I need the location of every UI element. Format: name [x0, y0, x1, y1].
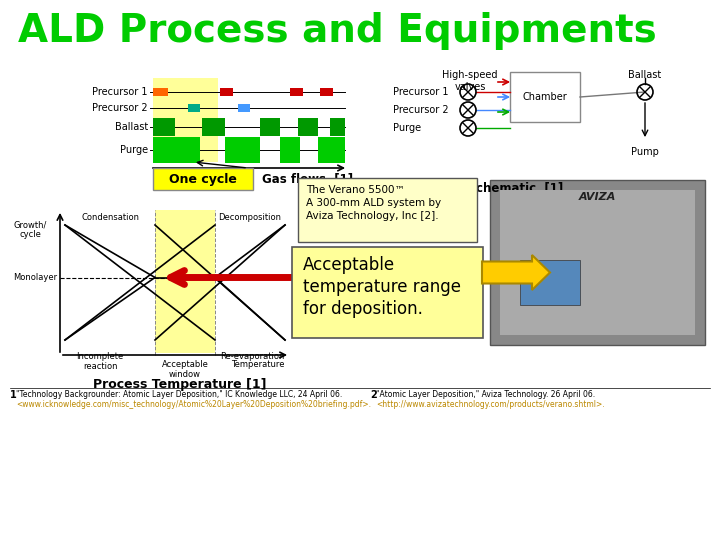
Text: System schematic  [1]: System schematic [1]	[416, 182, 564, 195]
Text: The Verano 5500™
A 300-mm ALD system by
Aviza Technology, Inc [2].: The Verano 5500™ A 300-mm ALD system by …	[306, 185, 441, 221]
FancyArrow shape	[482, 255, 550, 290]
Text: Gas flows  [1]: Gas flows [1]	[262, 172, 353, 186]
Text: Chamber: Chamber	[523, 92, 567, 102]
Text: Re-evaporation: Re-evaporation	[220, 352, 284, 361]
Bar	[153, 88, 168, 96]
Bar	[280, 137, 300, 163]
Text: Temperature: Temperature	[232, 360, 285, 369]
Text: "Technology Backgrounder: Atomic Layer Deposition," IC Knowledge LLC, 24 April 0: "Technology Backgrounder: Atomic Layer D…	[16, 390, 342, 399]
Bar	[155, 210, 215, 353]
Bar	[290, 88, 303, 96]
Text: One cycle: One cycle	[169, 172, 237, 186]
Text: Acceptable
window: Acceptable window	[161, 360, 208, 380]
Bar	[153, 137, 200, 163]
Text: Pump: Pump	[631, 147, 659, 157]
Bar	[188, 104, 200, 112]
Bar	[510, 72, 580, 122]
Text: Purge: Purge	[393, 123, 421, 133]
Text: Acceptable
temperature range
for deposition.: Acceptable temperature range for deposit…	[303, 256, 461, 319]
Text: AVIZA: AVIZA	[579, 192, 616, 202]
Text: 2: 2	[370, 390, 377, 400]
Text: Ballast: Ballast	[114, 122, 148, 132]
Text: <www.icknowledge.com/misc_technology/Atomic%20Layer%20Deposition%20briefing.pdf>: <www.icknowledge.com/misc_technology/Ato…	[16, 400, 371, 409]
Bar	[298, 118, 318, 136]
Bar	[260, 118, 280, 136]
Bar	[318, 137, 345, 163]
Bar	[330, 118, 345, 136]
Bar	[520, 260, 580, 305]
Text: Time: Time	[222, 170, 248, 180]
Bar	[490, 180, 705, 345]
Text: High-speed
valves: High-speed valves	[442, 70, 498, 92]
Text: Precursor 2: Precursor 2	[92, 103, 148, 113]
Text: Process Temperature [1]: Process Temperature [1]	[94, 378, 266, 391]
FancyBboxPatch shape	[292, 247, 483, 338]
Bar	[202, 118, 225, 136]
Bar	[500, 190, 695, 335]
Text: "Atomic Layer Deposition," Aviza Technology. 26 April 06.: "Atomic Layer Deposition," Aviza Technol…	[376, 390, 595, 399]
Bar	[320, 88, 333, 96]
Text: Precursor 1: Precursor 1	[393, 87, 449, 97]
Text: ALD Process and Equipments: ALD Process and Equipments	[18, 12, 657, 50]
Bar	[225, 137, 260, 163]
Text: Purge: Purge	[120, 145, 148, 155]
Text: Precursor 1: Precursor 1	[92, 87, 148, 97]
Bar	[153, 168, 253, 190]
Bar	[153, 78, 218, 162]
Bar	[153, 118, 175, 136]
Text: Decomposition: Decomposition	[218, 213, 282, 222]
Text: Condensation: Condensation	[81, 213, 139, 222]
Bar	[220, 88, 233, 96]
Text: Monolayer: Monolayer	[13, 273, 57, 282]
Text: Precursor 2: Precursor 2	[393, 105, 449, 115]
Text: Ballast: Ballast	[629, 70, 662, 80]
Bar	[238, 104, 250, 112]
FancyBboxPatch shape	[298, 178, 477, 242]
Text: 1: 1	[10, 390, 17, 400]
Text: Growth/
cycle: Growth/ cycle	[13, 220, 47, 239]
Text: Incomplete
reaction: Incomplete reaction	[76, 352, 124, 372]
Text: <http://www.avizatechnology.com/products/verano.shtml>.: <http://www.avizatechnology.com/products…	[376, 400, 605, 409]
